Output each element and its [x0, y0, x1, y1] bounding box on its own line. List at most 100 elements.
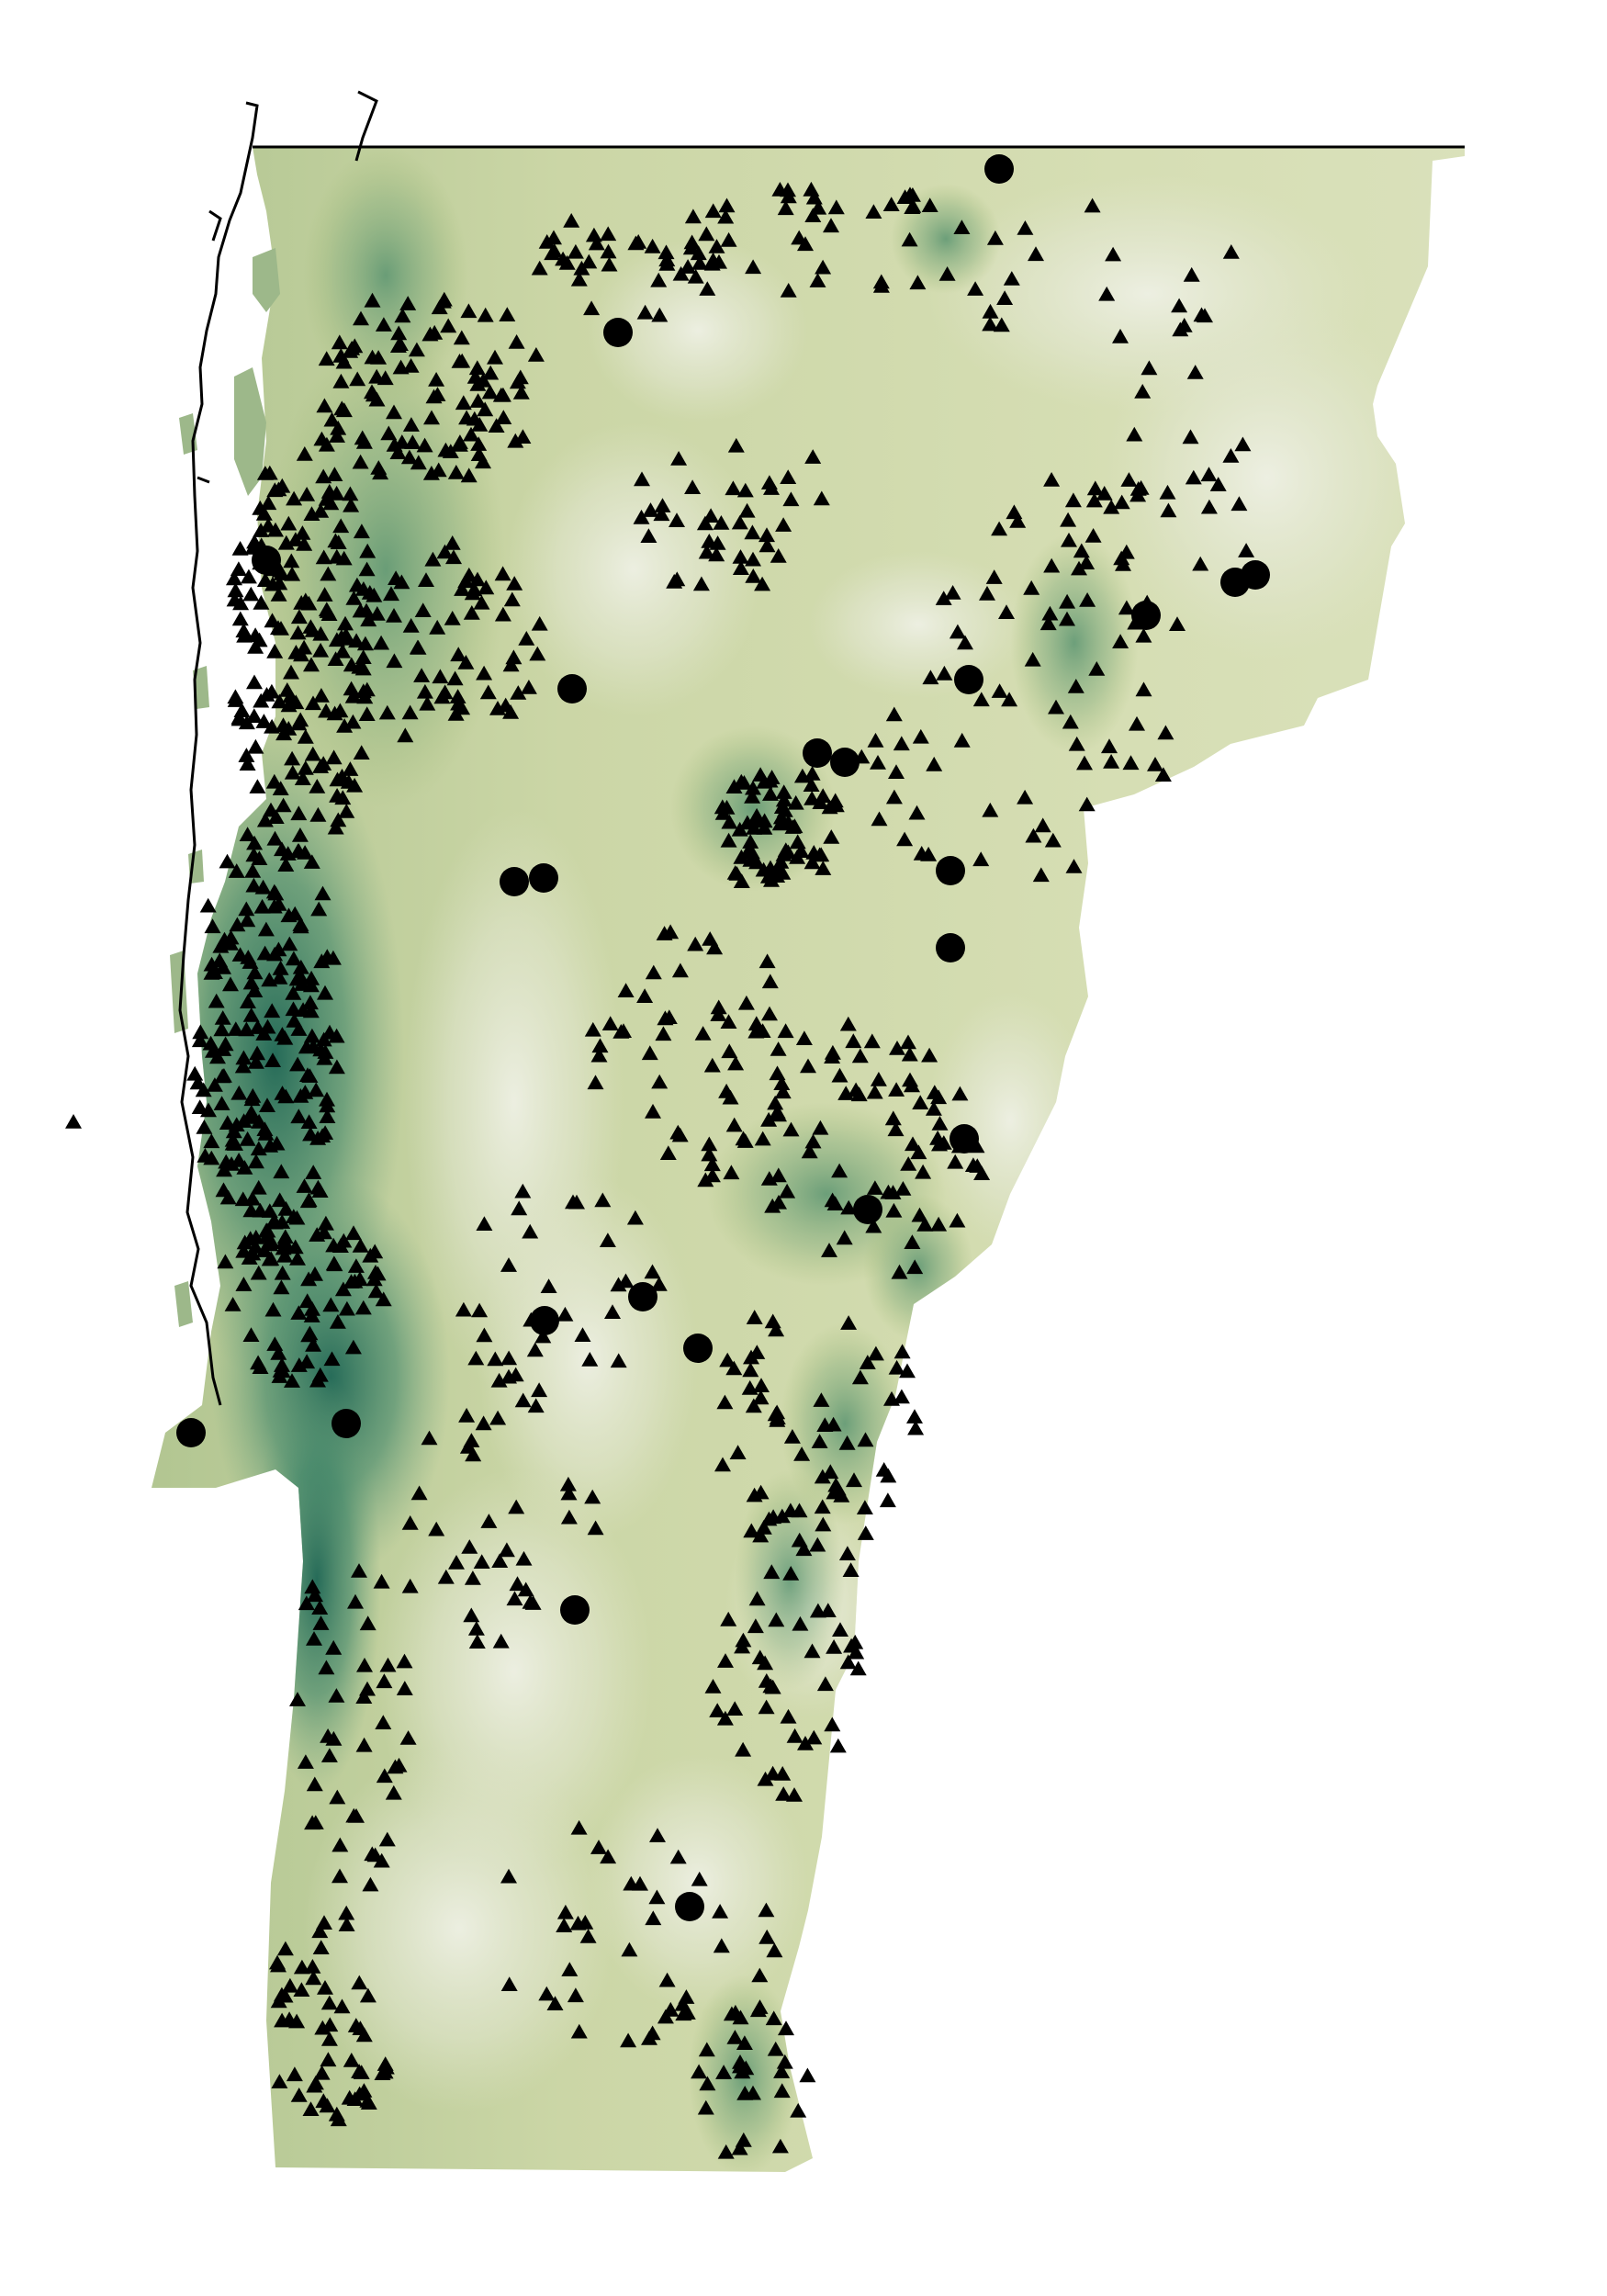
triangle-marker-icon [842, 1562, 860, 1577]
triangle-marker-icon [742, 834, 759, 849]
triangle-marker-icon [1017, 789, 1034, 805]
triangle-marker-icon [748, 1591, 766, 1606]
triangle-marker-icon [434, 293, 452, 309]
circle-marker-icon [984, 154, 1014, 184]
triangle-marker-icon [758, 1699, 775, 1715]
triangle-marker-icon [1024, 651, 1041, 667]
triangle-marker-icon [1169, 616, 1186, 631]
triangle-marker-icon [1098, 286, 1116, 301]
triangle-marker-icon [601, 256, 618, 272]
triangle-marker-icon [305, 695, 321, 711]
triangle-marker-icon [373, 1852, 390, 1868]
triangle-marker-icon [309, 779, 326, 793]
triangle-marker-icon [847, 1634, 864, 1649]
triangle-marker-icon [463, 426, 479, 442]
triangle-marker-icon [290, 805, 308, 821]
triangle-marker-icon [1200, 467, 1218, 482]
triangle-marker-icon [246, 983, 264, 997]
triangle-marker-icon [1079, 592, 1096, 607]
triangle-marker-icon [514, 1183, 532, 1199]
triangle-marker-icon [212, 938, 230, 953]
triangle-marker-icon [479, 684, 497, 700]
triangle-marker-icon [891, 1264, 908, 1279]
triangle-marker-icon [465, 1446, 482, 1462]
triangle-marker-icon [745, 780, 761, 795]
triangle-marker-icon [285, 1001, 302, 1017]
triangle-marker-icon [867, 1345, 884, 1361]
triangle-marker-icon [270, 1957, 287, 1973]
triangle-marker-icon [867, 732, 884, 748]
triangle-marker-icon [359, 1987, 376, 2003]
triangle-marker-icon [290, 1109, 308, 1124]
triangle-marker-icon [402, 358, 420, 373]
triangle-marker-icon [324, 950, 342, 965]
triangle-marker-icon [353, 2065, 370, 2079]
triangle-marker-icon [334, 790, 352, 805]
triangle-marker-icon [347, 2018, 365, 2032]
triangle-marker-icon [615, 1023, 632, 1038]
triangle-marker-icon [216, 1162, 233, 1177]
triangle-marker-icon [703, 1156, 721, 1172]
triangle-marker-icon [379, 1657, 397, 1672]
triangle-marker-icon [887, 1121, 905, 1137]
triangle-marker-icon [203, 1133, 220, 1149]
triangle-marker-icon [287, 532, 304, 546]
triangle-marker-icon [840, 1199, 858, 1215]
triangle-marker-icon [346, 1273, 364, 1289]
triangle-marker-icon [810, 199, 827, 215]
triangle-marker-icon [636, 988, 654, 1003]
triangle-marker-icon [888, 1359, 905, 1375]
triangle-marker-icon [580, 253, 598, 269]
triangle-marker-icon [1200, 499, 1218, 514]
triangle-marker-icon [500, 1257, 517, 1272]
triangle-marker-icon [489, 1410, 507, 1425]
triangle-marker-icon [471, 1302, 489, 1318]
triangle-marker-icon [1041, 605, 1059, 621]
triangle-marker-icon [859, 1355, 876, 1369]
triangle-marker-icon [791, 1532, 808, 1548]
triangle-marker-icon [1084, 197, 1101, 213]
triangle-marker-icon [569, 1915, 587, 1930]
triangle-marker-icon [1105, 246, 1122, 262]
triangle-marker-icon [725, 1360, 743, 1376]
state-border [178, 90, 1465, 1406]
triangle-marker-icon [266, 482, 284, 498]
triangle-marker-icon [400, 449, 418, 465]
triangle-marker-icon [604, 1304, 621, 1319]
triangle-marker-icon [871, 811, 888, 827]
triangle-marker-icon [261, 1251, 278, 1266]
triangle-marker-icon [247, 1054, 264, 1069]
triangle-marker-icon [777, 200, 794, 216]
triangle-marker-icon [332, 348, 350, 363]
triangle-marker-icon [453, 330, 470, 345]
triangle-marker-icon [494, 566, 511, 581]
triangle-marker-icon [459, 1438, 477, 1454]
triangle-marker-icon [839, 1016, 857, 1031]
triangle-marker-icon [290, 2088, 308, 2102]
triangle-marker-icon [352, 454, 369, 469]
triangle-marker-icon [255, 1026, 273, 1041]
triangle-marker-icon [621, 1941, 638, 1957]
triangle-marker-icon [351, 2086, 368, 2101]
triangle-marker-icon [944, 585, 961, 600]
triangle-marker-icon [953, 732, 971, 748]
triangle-marker-icon [736, 2035, 753, 2050]
triangle-marker-icon [770, 1194, 787, 1210]
triangle-marker-icon [309, 1131, 327, 1145]
triangle-marker-icon [774, 1766, 792, 1781]
triangle-marker-icon [261, 465, 278, 480]
triangle-marker-icon [239, 827, 256, 841]
triangle-marker-icon [731, 514, 748, 530]
triangle-marker-icon [253, 692, 270, 708]
triangle-marker-icon [912, 1095, 929, 1109]
triangle-marker-icon [916, 1217, 934, 1232]
triangle-marker-icon [754, 576, 771, 591]
triangle-marker-icon [356, 689, 374, 704]
triangle-marker-icon [219, 1189, 237, 1205]
triangle-marker-icon [450, 647, 467, 662]
triangle-marker-icon [935, 591, 952, 605]
triangle-marker-icon [359, 1681, 376, 1696]
triangle-marker-icon [866, 1084, 883, 1099]
triangle-marker-icon [511, 369, 529, 385]
triangle-marker-icon [718, 197, 736, 213]
